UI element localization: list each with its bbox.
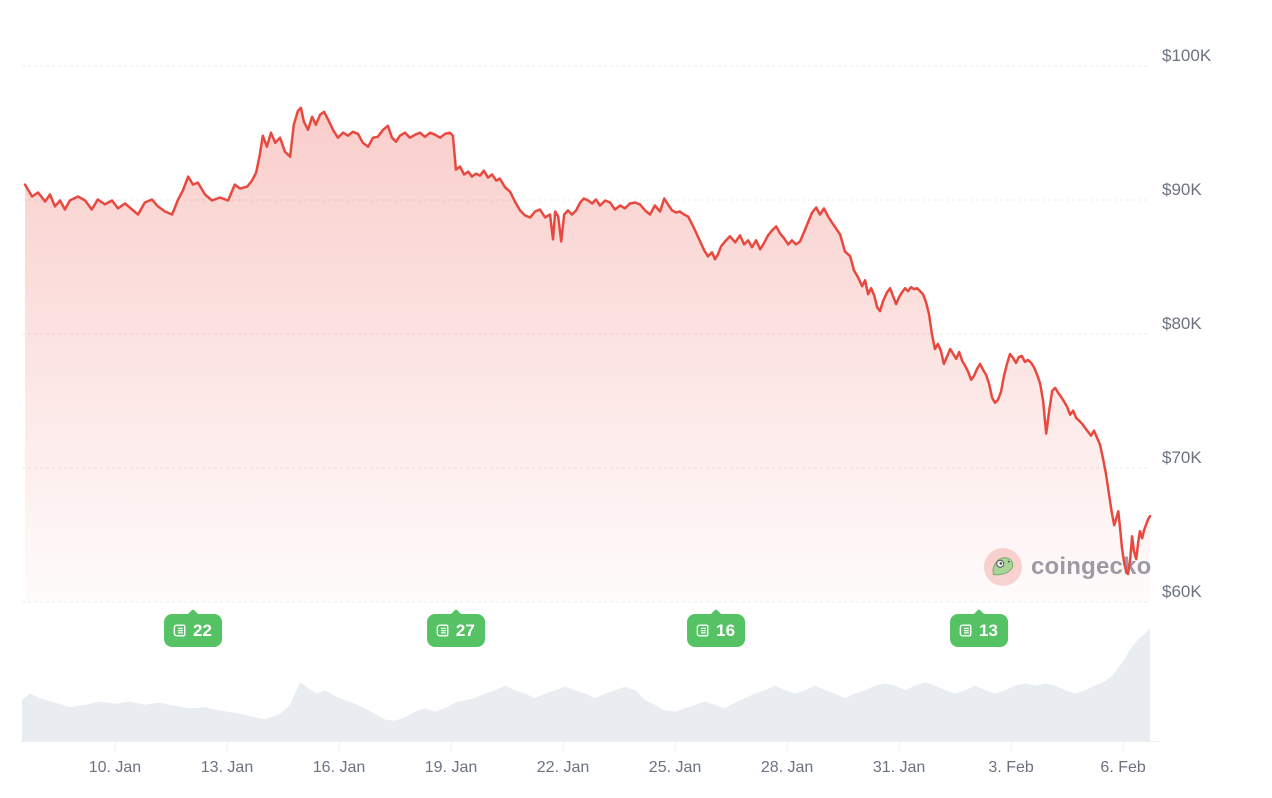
newspaper-icon (436, 624, 449, 637)
y-axis-label: $60K (1162, 582, 1202, 601)
x-axis-label: 25. Jan (648, 759, 702, 776)
news-count: 16 (716, 621, 736, 640)
x-axis-label: 3. Feb (988, 759, 1034, 776)
x-axis-label: 16. Jan (312, 759, 366, 776)
news-annotation-badge[interactable]: 27 (426, 608, 485, 647)
y-axis-label: $100K (1162, 46, 1212, 65)
x-axis-label: 31. Jan (872, 759, 926, 776)
news-count: 27 (455, 621, 475, 640)
newspaper-icon (696, 624, 709, 637)
news-annotation-badge[interactable]: 16 (687, 608, 746, 647)
price-area-fill (25, 107, 1150, 603)
news-annotation-badge[interactable]: 13 (950, 608, 1008, 647)
y-axis-label: $70K (1162, 448, 1202, 467)
volume-area (22, 628, 1150, 741)
x-axis-ticks (114, 742, 1124, 751)
newspaper-icon (173, 624, 186, 637)
x-axis-label: 22. Jan (536, 759, 590, 776)
y-axis-label: $80K (1162, 314, 1202, 333)
x-axis-label: 19. Jan (424, 759, 478, 776)
x-axis-label: 13. Jan (200, 759, 254, 776)
price-line (23, 106, 1152, 576)
x-axis-label: 28. Jan (760, 759, 814, 776)
y-axis-label: $90K (1162, 180, 1202, 199)
x-axis-label: 10. Jan (88, 759, 142, 776)
newspaper-icon (959, 624, 972, 637)
x-axis-label: 6. Feb (1100, 759, 1146, 776)
news-count: 13 (979, 621, 998, 640)
news-annotation-badge[interactable]: 22 (164, 608, 222, 647)
news-count: 22 (193, 621, 212, 640)
